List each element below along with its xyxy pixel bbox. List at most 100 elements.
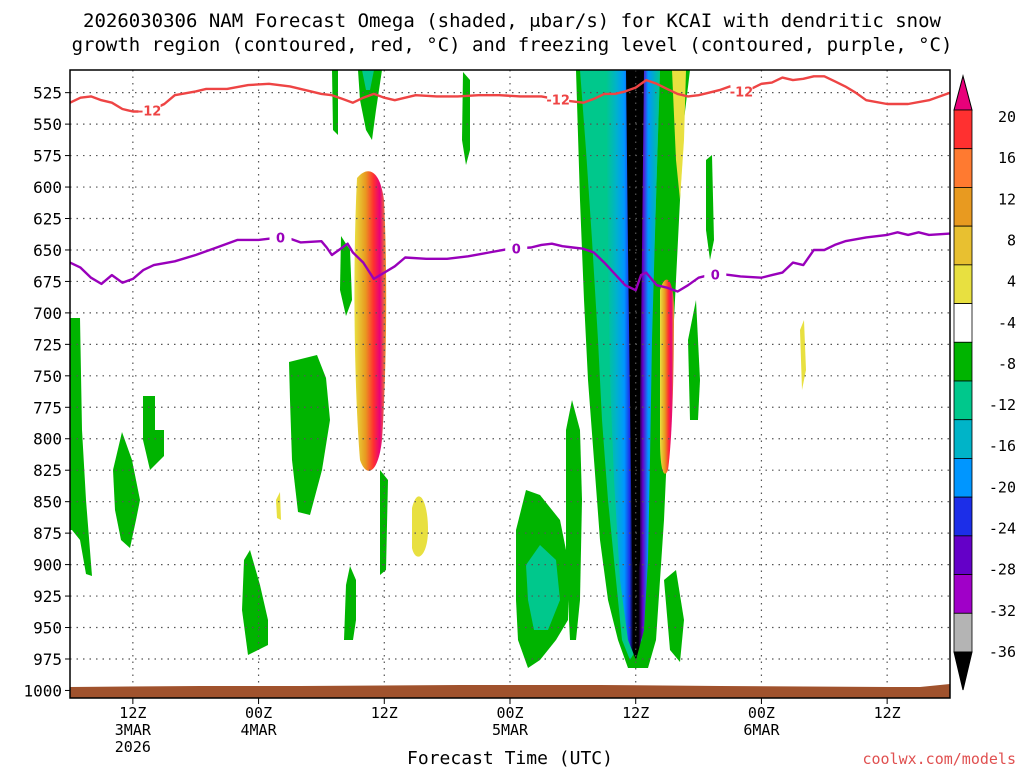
y-tick-label: 875: [33, 524, 62, 543]
x-tick-label: 2026: [115, 738, 151, 756]
y-tick-label: 950: [33, 619, 62, 638]
colorbar-label: 4: [1007, 273, 1016, 291]
omega-region-yellow-2: [412, 496, 428, 557]
x-tick-label: 12Z: [371, 704, 398, 722]
contour-label-bg: [269, 229, 292, 245]
colorbar-segment: [953, 109, 973, 150]
colorbar-segment: [953, 148, 973, 188]
contour-lines: -12 -12 -12 0 0 0: [69, 75, 951, 293]
colorbar-label: 12: [998, 190, 1016, 208]
omega-region-cyan-2: [526, 545, 560, 630]
omega-region-green-15: [688, 300, 700, 420]
colorbar-segment: [953, 380, 973, 421]
x-tick-label: 12Z: [874, 704, 901, 722]
colorbar-label: -16: [989, 437, 1016, 455]
contour-label-bg: [547, 91, 570, 107]
x-tick-label: 00Z: [748, 704, 775, 722]
colorbar-label: -20: [989, 478, 1016, 496]
terrain-surface: [70, 684, 950, 698]
x-tick-label: 5MAR: [492, 721, 529, 739]
y-tick-label: 675: [33, 272, 62, 291]
chart-title-line1: 2026030306 NAM Forecast Omega (shaded, μ…: [83, 10, 941, 32]
x-tick-label: 12Z: [622, 704, 649, 722]
x-tick-label: 00Z: [245, 704, 272, 722]
y-tick-label: 625: [33, 210, 62, 229]
colorbar-segment: [953, 225, 973, 266]
x-tick-label: 3MAR: [115, 721, 152, 739]
colorbar-label: 20: [998, 108, 1016, 126]
y-tick-label: 700: [33, 304, 62, 323]
contour-label-bg: [730, 83, 753, 99]
colorbar-segment: [953, 264, 973, 304]
colorbar-segment: [953, 303, 973, 343]
x-tick-label: 12Z: [119, 704, 146, 722]
chart-title-line2: growth region (contoured, red, °C) and f…: [72, 34, 953, 56]
omega-shading: [70, 70, 806, 668]
colorbar-label: -28: [989, 561, 1016, 579]
omega-region-green-16: [706, 155, 714, 260]
y-tick-label: 750: [33, 367, 62, 386]
y-tick-label: 575: [33, 147, 62, 166]
colorbar-label: 16: [998, 149, 1016, 167]
contour-label: -12: [546, 93, 570, 108]
omega-region-green-6: [340, 236, 352, 316]
contour-label-bg: [704, 266, 727, 282]
contour-label: -12: [730, 85, 754, 100]
omega-region-yellow-1: [276, 492, 281, 520]
omega-region-green-7: [332, 70, 338, 135]
credit-text: coolwx.com/models: [862, 750, 1016, 768]
colorbar-segment: [953, 574, 973, 614]
colorbar-bottom-arrow: [953, 651, 973, 691]
contour-label: -12: [138, 104, 162, 119]
x-axis-label: Forecast Time (UTC): [407, 748, 613, 768]
colorbar-label: -8: [998, 355, 1016, 373]
colorbar-label: -24: [989, 520, 1016, 538]
y-tick-label: 550: [33, 115, 62, 134]
omega-region-green-1: [70, 318, 92, 576]
omega-region-green-3: [143, 396, 164, 470]
omega-region-yellow-4: [800, 320, 806, 390]
y-tick-label: 1000: [23, 681, 62, 700]
colorbar-segment: [953, 341, 973, 382]
contour-line: [69, 75, 951, 113]
colorbar-segment: [953, 535, 973, 575]
y-tick-label: 925: [33, 587, 62, 606]
y-tick-label: 775: [33, 398, 62, 417]
colorbar-segment: [953, 187, 973, 227]
omega-region-green-13: [566, 400, 582, 640]
colorbar-label: -4: [998, 314, 1016, 332]
omega-region-warm-2: [660, 279, 674, 474]
contour-label-bg: [138, 102, 161, 118]
y-tick-label: 975: [33, 650, 62, 669]
colorbar-segment: [953, 612, 973, 653]
contour-label: 0: [711, 269, 720, 284]
y-tick-label: 850: [33, 493, 62, 512]
omega-region-green-10: [380, 470, 388, 575]
colorbar-label: 8: [1007, 231, 1016, 249]
omega-region-green-5: [289, 355, 330, 515]
colorbar-label: -32: [989, 602, 1016, 620]
x-tick-label: 6MAR: [743, 721, 780, 739]
colorbar-top-arrow: [953, 74, 973, 111]
omega-region-yellow-3: [672, 70, 686, 200]
omega-region-warm-1: [354, 171, 387, 471]
contour-label: 0: [512, 242, 521, 257]
omega-region-cyan-1: [362, 70, 374, 90]
y-tick-label: 725: [33, 335, 62, 354]
y-tick-label: 900: [33, 556, 62, 575]
colorbar: 20 16 12 8 4 -4 -8 -12 -16 -20 -24 -28 -32 -36: [953, 74, 1016, 691]
omega-region-green-8: [344, 566, 356, 640]
x-tick-label: 4MAR: [241, 721, 278, 739]
y-axis: 525 550 575 600 625 650 675 700 725 750 775 800 825 8…: [23, 84, 70, 700]
contour-label: 0: [276, 231, 285, 246]
colorbar-label: -12: [989, 396, 1016, 414]
omega-region-green-4: [242, 550, 268, 655]
y-tick-label: 600: [33, 178, 62, 197]
y-tick-label: 525: [33, 84, 62, 103]
y-tick-label: 800: [33, 430, 62, 449]
colorbar-label: -36: [989, 643, 1016, 661]
y-tick-label: 650: [33, 241, 62, 260]
y-tick-label: 825: [33, 461, 62, 480]
